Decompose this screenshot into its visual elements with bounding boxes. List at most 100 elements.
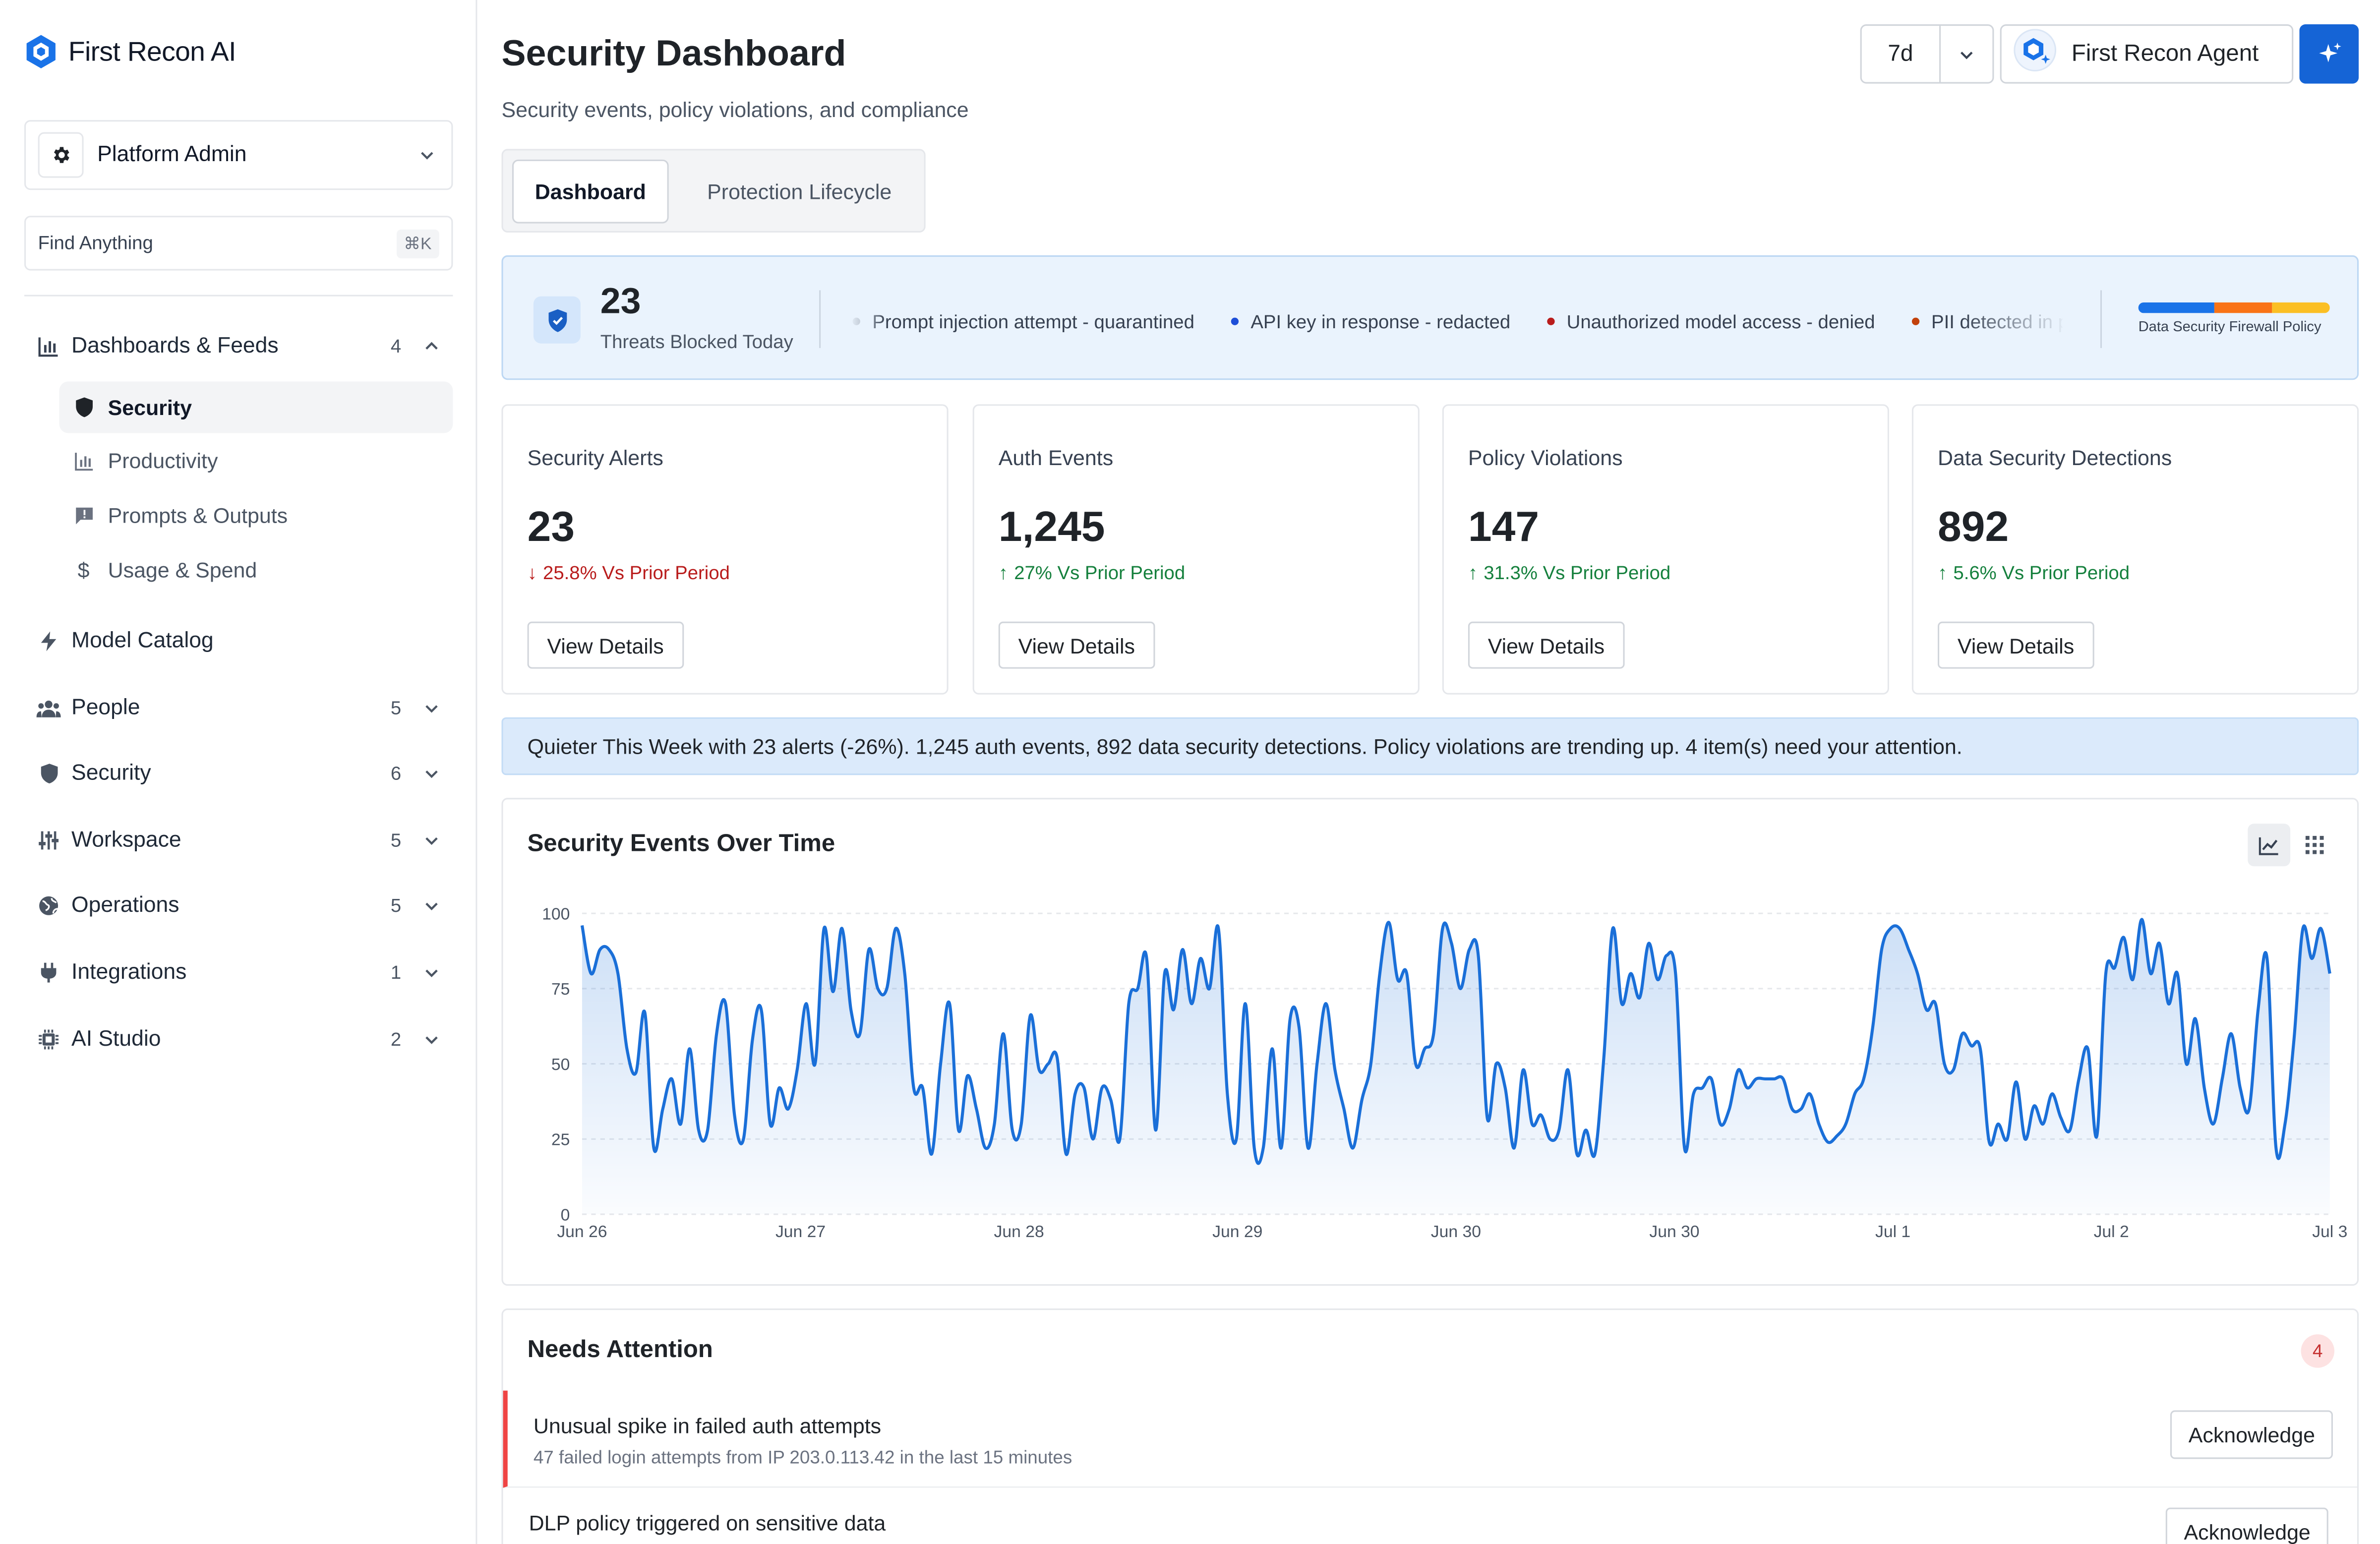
threats-blocked-banner: 23 Threats Blocked Today Prompt injectio…: [501, 255, 2359, 380]
nav-label: People: [71, 696, 140, 720]
kpi-value: 892: [1938, 503, 2009, 550]
tab-dashboard[interactable]: Dashboard: [512, 159, 669, 224]
attention-item-title: Unusual spike in failed auth attempts: [533, 1413, 882, 1438]
nav-label: Security: [71, 761, 151, 786]
needs-attention-title: Needs Attention: [527, 1337, 713, 1364]
view-details-button[interactable]: View Details: [1938, 621, 2094, 669]
nav-group-operations[interactable]: Operations 5: [24, 880, 453, 932]
sidebar-item-security[interactable]: Security: [59, 381, 453, 433]
sidebar-divider: [24, 295, 453, 297]
chevron-down-icon: [425, 771, 438, 778]
chevron-up-icon: [425, 342, 438, 350]
kpi-card-data-security-detections: Data Security Detections 892 ↑ 5.6% Vs Pr…: [1911, 404, 2359, 695]
nav-model-catalog[interactable]: Model Catalog: [24, 615, 453, 667]
tab-protection-lifecycle[interactable]: Protection Lifecycle: [707, 179, 892, 204]
kpi-delta: ↓ 25.8% Vs Prior Period: [527, 562, 730, 584]
chevron-down-icon: [425, 902, 438, 910]
kpi-delta: ↑ 27% Vs Prior Period: [998, 562, 1186, 584]
grid-view-button[interactable]: [2293, 824, 2336, 866]
nav-group-ai-studio[interactable]: AI Studio 2: [24, 1013, 453, 1065]
ai-sparkle-button[interactable]: [2299, 24, 2359, 84]
nav-group-security[interactable]: Security 6: [24, 748, 453, 799]
nav-count: 5: [390, 697, 402, 719]
nav-count: 1: [390, 962, 402, 984]
kpi-delta: ↑ 5.6% Vs Prior Period: [1938, 562, 2130, 584]
app-name: First Recon AI: [68, 36, 237, 66]
ticker-item: API key in response - redacted: [1231, 311, 1510, 332]
chevron-down-icon: [421, 152, 433, 160]
nav-group-integrations[interactable]: Integrations 1: [24, 947, 453, 999]
page-subtitle: Security events, policy violations, and …: [501, 97, 969, 122]
threat-ticker: Prompt injection attempt - quarantined A…: [852, 305, 2062, 336]
x-tick-label: Jul 3: [2312, 1222, 2347, 1241]
kpi-title: Security Alerts: [527, 445, 663, 470]
banner-divider: [819, 290, 821, 348]
status-dot: [1911, 317, 1919, 325]
y-tick-label: 75: [551, 980, 570, 999]
x-tick-label: Jun 30: [1649, 1222, 1699, 1241]
chevron-down-icon: [425, 1036, 438, 1044]
org-selector[interactable]: Platform Admin: [24, 120, 453, 190]
ticker-item: Prompt injection attempt - quarantined: [852, 311, 1194, 332]
period-value: 7d: [1862, 26, 1941, 82]
grid-icon: [2305, 835, 2324, 854]
first-recon-logo-icon: [26, 35, 56, 68]
line-chart-view-button[interactable]: [2248, 824, 2291, 867]
chevron-down-icon[interactable]: [1941, 26, 1992, 82]
keyboard-shortcut: ⌘K: [396, 229, 439, 258]
chevron-down-icon: [425, 837, 438, 845]
agent-avatar-icon: [2014, 29, 2057, 79]
plug-icon: [37, 960, 61, 985]
view-details-button[interactable]: View Details: [998, 621, 1155, 669]
shield-icon: [73, 397, 94, 418]
gear-icon: [38, 132, 84, 178]
nav-count: 6: [390, 763, 402, 784]
nav-group-label: Dashboards & Feeds: [71, 334, 279, 359]
nav-label: Integrations: [71, 960, 187, 985]
attention-item-detail: 47 failed login attempts from IP 203.0.1…: [533, 1446, 1072, 1468]
view-details-button[interactable]: View Details: [527, 621, 684, 669]
nav-group-people[interactable]: People 5: [24, 682, 453, 734]
nav-label: Workspace: [71, 828, 181, 853]
sidebar-item-productivity[interactable]: Productivity: [60, 435, 453, 486]
acknowledge-button[interactable]: Acknowledge: [2165, 1507, 2329, 1544]
sidebar: First Recon AI Platform Admin Find Anyth…: [0, 0, 477, 1544]
policy-label[interactable]: Data Security Firewall Policy: [2138, 319, 2321, 336]
kpi-card-auth-events: Auth Events 1,245 ↑ 27% Vs Prior Period V…: [972, 404, 1420, 695]
bolt-icon: [37, 629, 61, 653]
acknowledge-button[interactable]: Acknowledge: [2170, 1410, 2333, 1459]
view-details-button[interactable]: View Details: [1468, 621, 1624, 669]
policy-bar-segment: [2215, 302, 2272, 313]
threats-blocked-count: 23: [600, 281, 641, 322]
kpi-value: 23: [527, 503, 575, 550]
y-tick-label: 50: [551, 1055, 570, 1074]
find-anything-search[interactable]: Find Anything ⌘K: [24, 216, 453, 271]
globe-icon: [37, 893, 61, 918]
sidebar-item-usage-spend[interactable]: $ Usage & Spend: [60, 544, 453, 595]
series-line: [580, 918, 2331, 1165]
chart-title: Security Events Over Time: [527, 831, 835, 857]
dollar-icon: $: [77, 557, 90, 582]
first-recon-agent-button[interactable]: First Recon Agent: [2000, 24, 2294, 84]
shield-icon: [37, 762, 61, 786]
app-logo[interactable]: First Recon AI: [24, 33, 236, 70]
nav-group-dashboards[interactable]: Dashboards & Feeds 4: [24, 321, 453, 372]
kpi-title: Policy Violations: [1468, 445, 1623, 470]
chip-icon: [37, 1027, 61, 1052]
nav-group-workspace[interactable]: Workspace 5: [24, 815, 453, 866]
kpi-card-policy-violations: Policy Violations 147 ↑ 31.3% Vs Prior Pe…: [1442, 404, 1889, 695]
nav-group-count: 4: [390, 336, 402, 357]
nav-label: Operations: [71, 893, 179, 918]
view-tabs: Dashboard Protection Lifecycle: [501, 149, 926, 233]
kpi-delta: ↑ 31.3% Vs Prior Period: [1468, 562, 1671, 584]
security-events-chart-card: 0 25 50 75 100 Jun 26 Jun 27 Jun 28 Jun 29 Jun 30…: [501, 798, 2359, 1286]
kpi-value: 147: [1468, 503, 1540, 550]
banner-divider: [2100, 290, 2102, 348]
x-tick-label: Jun 30: [1431, 1222, 1481, 1241]
ticker-fade-left: [849, 296, 886, 342]
y-tick-label: 0: [561, 1205, 570, 1224]
sidebar-item-prompts-outputs[interactable]: Prompts & Outputs: [60, 489, 453, 541]
period-selector[interactable]: 7d: [1860, 24, 1994, 84]
attention-item: Unusual spike in failed auth attempts 47…: [503, 1390, 2357, 1488]
message-alert-icon: [73, 505, 94, 526]
